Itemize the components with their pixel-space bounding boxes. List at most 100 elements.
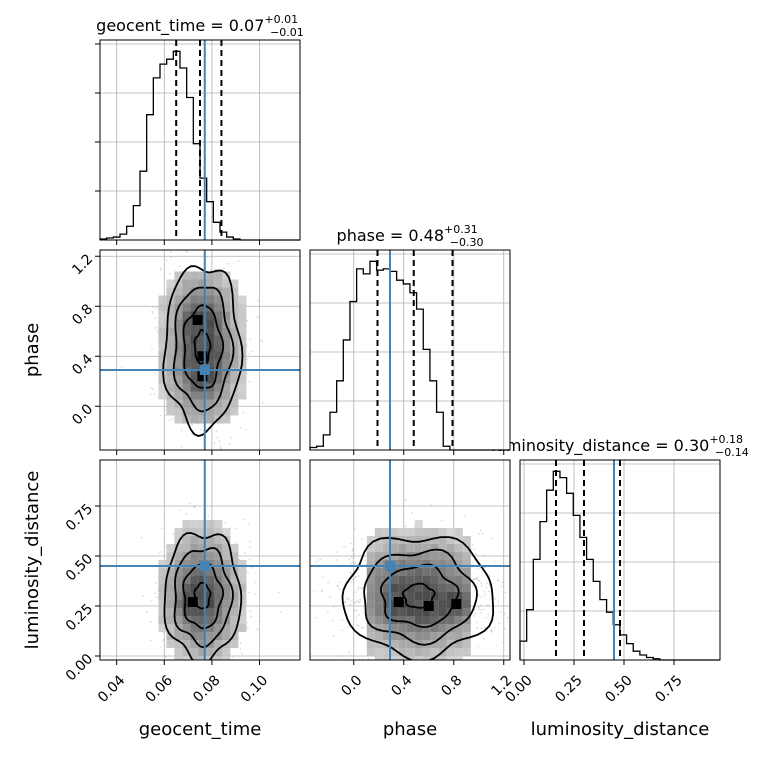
density-cell — [438, 608, 447, 616]
density-cell — [230, 616, 239, 624]
density-cell — [454, 584, 463, 592]
density-cell — [398, 616, 407, 624]
density-cell — [230, 279, 239, 288]
density-cell — [414, 544, 423, 552]
sample-point — [235, 527, 237, 530]
density-cell — [174, 656, 183, 660]
density-cell — [190, 648, 199, 656]
density-cell — [414, 576, 423, 584]
sample-point — [189, 502, 192, 505]
sample-point — [248, 591, 251, 594]
density-cell — [198, 271, 207, 280]
density-cell — [158, 343, 167, 352]
density-cell — [206, 415, 215, 424]
density-cell — [382, 600, 391, 608]
density-cell — [190, 399, 199, 408]
sample-point — [475, 578, 478, 581]
sample-point — [220, 663, 222, 665]
density-cell — [182, 271, 191, 280]
density-cell — [190, 616, 199, 624]
density-cell — [198, 544, 207, 552]
sample-point — [488, 590, 490, 593]
sample-point — [361, 627, 364, 629]
sample-point — [511, 638, 513, 640]
sample-point — [337, 585, 340, 587]
density-cell — [182, 632, 191, 640]
density-cell — [214, 552, 223, 560]
density-cell — [182, 560, 191, 568]
density-cell — [374, 608, 383, 616]
sample-point — [414, 666, 416, 668]
sample-point — [160, 527, 163, 529]
density-cell — [214, 648, 223, 656]
density-cell — [222, 648, 231, 656]
sample-point — [356, 624, 359, 627]
density-cell — [238, 383, 247, 392]
sample-point — [484, 627, 486, 629]
density-cell — [374, 544, 383, 552]
truth-marker — [385, 561, 395, 571]
contour-line — [193, 581, 212, 610]
density-cell — [198, 391, 207, 400]
x-tick-label: 0.10 — [238, 672, 271, 705]
density-cell — [366, 624, 375, 632]
sample-point — [354, 561, 356, 564]
density-cell — [158, 319, 167, 328]
density-cell — [238, 592, 247, 600]
y-tick-label: 0.00 — [63, 651, 96, 684]
sample-point — [350, 572, 353, 575]
density-cell — [182, 600, 191, 608]
contour-line — [162, 265, 244, 437]
density-cell — [374, 528, 383, 536]
density-cell — [214, 375, 223, 384]
density-cell — [422, 632, 431, 640]
density-cell — [462, 544, 471, 552]
density-cell — [366, 544, 375, 552]
sample-point — [349, 542, 352, 545]
density-cell — [406, 536, 415, 544]
sample-point — [353, 601, 355, 603]
density-cell — [190, 415, 199, 424]
density-cell — [214, 544, 223, 552]
density-cell — [166, 319, 175, 328]
sample-point — [471, 543, 474, 546]
density-cell — [238, 560, 247, 568]
density-cell — [222, 383, 231, 392]
density-cell — [238, 335, 247, 344]
density-cell — [382, 528, 391, 536]
density-cell — [422, 528, 431, 536]
density-cell — [230, 367, 239, 376]
sample-point — [336, 585, 339, 587]
density-cell — [222, 351, 231, 360]
sample-point — [142, 594, 145, 597]
density-cell — [206, 536, 215, 544]
sample-point — [185, 250, 187, 253]
density-cell — [182, 568, 191, 576]
sample-point — [223, 267, 225, 270]
sample-point — [248, 380, 251, 383]
sample-point — [474, 613, 477, 615]
density-cell — [238, 319, 247, 328]
density-cell — [158, 568, 167, 576]
contour-line — [363, 548, 478, 646]
density-cell — [166, 592, 175, 600]
density-cell — [158, 327, 167, 336]
density-cell — [190, 279, 199, 288]
density-cell — [214, 391, 223, 400]
density-cell — [182, 584, 191, 592]
density-cell — [190, 287, 199, 296]
density-cell — [166, 311, 175, 320]
density-cell — [414, 616, 423, 624]
density-cell — [406, 608, 415, 616]
density-cell — [430, 528, 439, 536]
sample-point — [279, 610, 282, 613]
density-cell — [222, 592, 231, 600]
density-cell — [182, 327, 191, 336]
density-cell — [174, 415, 183, 424]
sample-point — [353, 527, 356, 530]
density-cell — [174, 600, 183, 608]
density-cell — [166, 279, 175, 288]
sample-point — [180, 445, 183, 448]
density-cell — [166, 287, 175, 296]
density-cell — [422, 544, 431, 552]
